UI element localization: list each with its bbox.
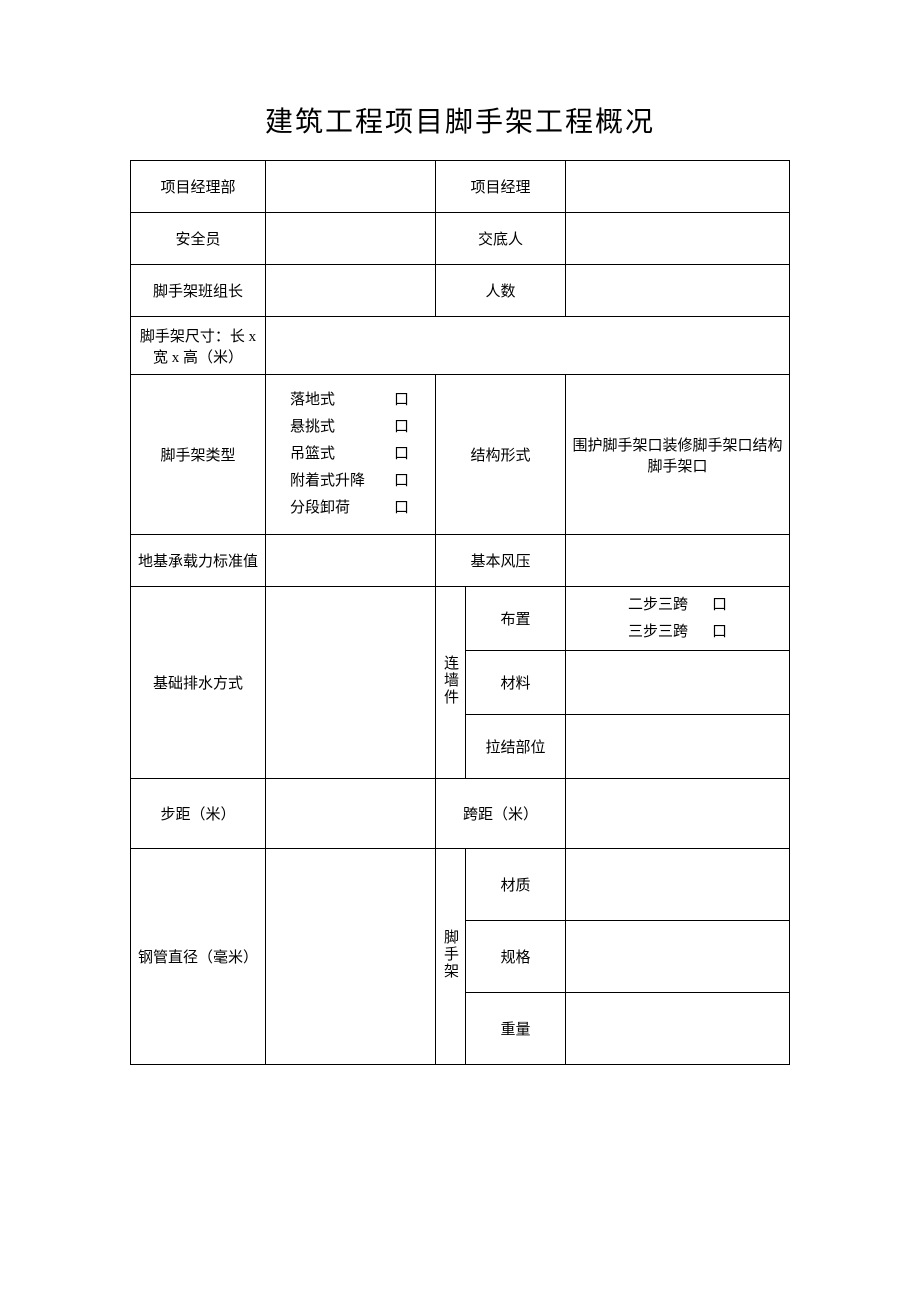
value-span-dist: [566, 779, 790, 849]
checkbox-icon: 口: [712, 619, 727, 645]
value-safety-officer: [266, 213, 436, 265]
scaffold-type-options: 落地式口 悬挑式口 吊篮式口 附着式升降口 分段卸荷口: [266, 375, 436, 535]
checkbox-icon: 口: [712, 592, 727, 618]
label-span-dist: 跨距（米）: [436, 779, 566, 849]
label-disclosure-person: 交底人: [436, 213, 566, 265]
label-tie-part: 拉结部位: [466, 715, 566, 779]
value-headcount: [566, 265, 790, 317]
label-dimensions: 脚手架尺寸：长 x 宽 x 高（米）: [131, 317, 266, 375]
value-step-dist: [266, 779, 436, 849]
label-safety-officer: 安全员: [131, 213, 266, 265]
label-project-dept: 项目经理部: [131, 161, 266, 213]
label-board-weight: 重量: [466, 993, 566, 1065]
label-pipe-diameter: 钢管直径（毫米）: [131, 849, 266, 1065]
opt-2step: 二步三跨: [628, 597, 688, 613]
label-team-leader: 脚手架班组长: [131, 265, 266, 317]
label-headcount: 人数: [436, 265, 566, 317]
value-pipe-diameter: [266, 849, 436, 1065]
label-scaffold-board: 脚手架: [436, 849, 466, 1065]
value-project-dept: [266, 161, 436, 213]
label-board-spec: 规格: [466, 921, 566, 993]
layout-options: 二步三跨口 三步三跨口: [566, 587, 790, 651]
opt-segmented: 分段卸荷: [290, 495, 350, 522]
value-board-material: [566, 849, 790, 921]
label-layout: 布置: [466, 587, 566, 651]
label-wall-tie: 连墙件: [436, 587, 466, 779]
opt-cantilever: 悬挑式: [290, 414, 335, 441]
page-title: 建筑工程项目脚手架工程概况: [130, 100, 790, 140]
opt-basket: 吊篮式: [290, 441, 335, 468]
form-table: 项目经理部 项目经理 安全员 交底人 脚手架班组长 人数 脚手架尺寸：长 x 宽…: [130, 160, 790, 1065]
value-project-manager: [566, 161, 790, 213]
value-basic-wind: [566, 535, 790, 587]
label-basic-wind: 基本风压: [436, 535, 566, 587]
checkbox-icon: 口: [394, 414, 409, 441]
value-drainage: [266, 587, 436, 779]
checkbox-icon: 口: [394, 468, 409, 495]
checkbox-icon: 口: [394, 387, 409, 414]
value-tie-part: [566, 715, 790, 779]
opt-3step: 三步三跨: [628, 624, 688, 640]
label-drainage: 基础排水方式: [131, 587, 266, 779]
label-step-dist: 步距（米）: [131, 779, 266, 849]
label-board-material: 材质: [466, 849, 566, 921]
label-material: 材料: [466, 651, 566, 715]
value-board-spec: [566, 921, 790, 993]
value-dimensions: [266, 317, 790, 375]
value-disclosure-person: [566, 213, 790, 265]
checkbox-icon: 口: [394, 495, 409, 522]
value-foundation-bearing: [266, 535, 436, 587]
label-project-manager: 项目经理: [436, 161, 566, 213]
opt-ground: 落地式: [290, 387, 335, 414]
label-structure-form: 结构形式: [436, 375, 566, 535]
value-team-leader: [266, 265, 436, 317]
label-scaffold-type: 脚手架类型: [131, 375, 266, 535]
label-foundation-bearing: 地基承载力标准值: [131, 535, 266, 587]
value-material: [566, 651, 790, 715]
checkbox-icon: 口: [394, 441, 409, 468]
opt-attached: 附着式升降: [290, 468, 365, 495]
value-board-weight: [566, 993, 790, 1065]
structure-form-options: 围护脚手架口装修脚手架口结构脚手架口: [566, 375, 790, 535]
